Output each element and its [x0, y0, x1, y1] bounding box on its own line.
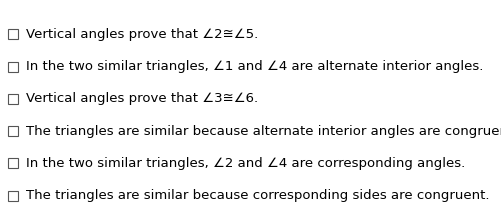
Text: Vertical angles prove that ∠3≅∠6.: Vertical angles prove that ∠3≅∠6.	[26, 92, 258, 105]
Bar	[8, 94, 18, 104]
Text: The triangles are similar because corresponding sides are congruent.: The triangles are similar because corres…	[26, 189, 489, 202]
Text: Vertical angles prove that ∠2≅∠5.: Vertical angles prove that ∠2≅∠5.	[26, 28, 258, 41]
Text: The triangles are similar because alternate interior angles are congruent.: The triangles are similar because altern…	[26, 125, 501, 138]
Bar	[8, 29, 18, 39]
Text: In the two similar triangles, ∠1 and ∠4 are alternate interior angles.: In the two similar triangles, ∠1 and ∠4 …	[26, 60, 483, 73]
Bar	[8, 61, 18, 71]
Bar	[8, 126, 18, 136]
Text: In the two similar triangles, ∠2 and ∠4 are corresponding angles.: In the two similar triangles, ∠2 and ∠4 …	[26, 157, 465, 170]
Bar	[8, 159, 18, 168]
Bar	[8, 191, 18, 201]
